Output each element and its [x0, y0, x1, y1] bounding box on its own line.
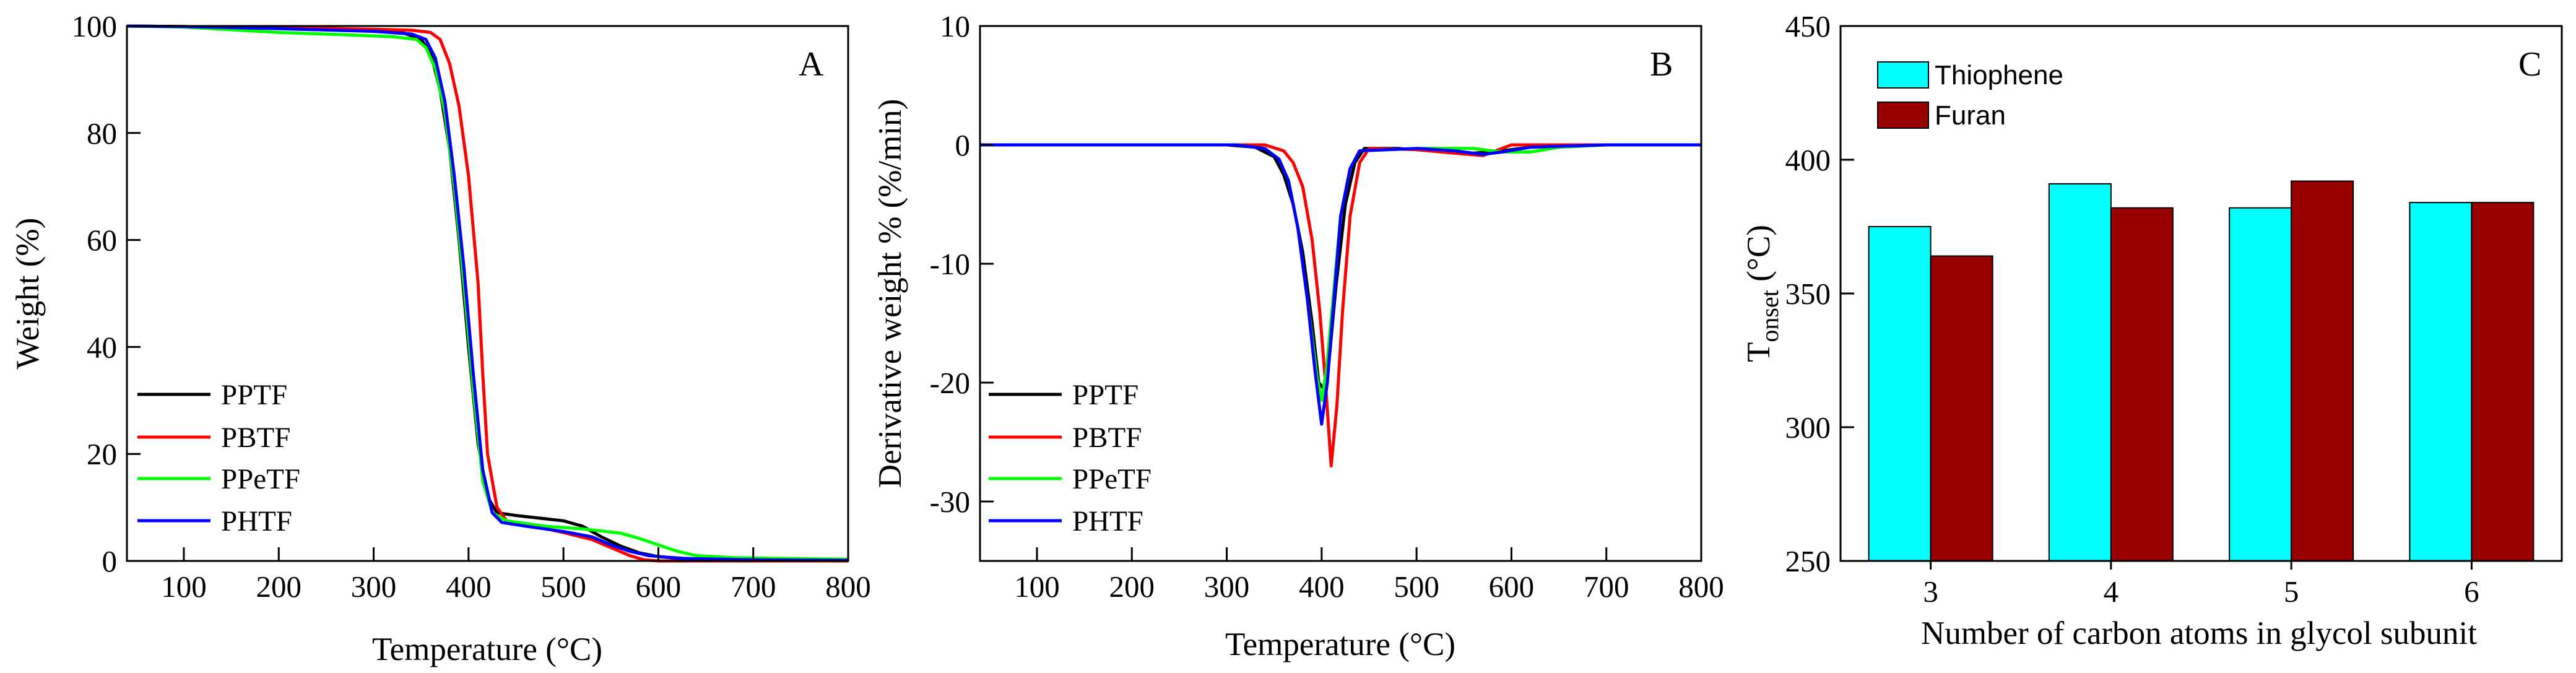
panel-b-label: B	[1650, 45, 1673, 84]
bar-thiophene-4	[2048, 183, 2112, 562]
x-tick-label: 600	[1489, 570, 1535, 604]
legend-label-pbtf: PBTF	[221, 422, 290, 454]
y-label-subscript: onset	[1756, 290, 1784, 342]
x-tick-label: 800	[1678, 570, 1724, 604]
panel-c-label: C	[2518, 45, 2541, 84]
panel-c-x-ticks: 3 4 5 6	[1923, 561, 2479, 609]
panel-a-y-ticks: 0 20 40 60 80 100	[72, 9, 141, 578]
panel-c-plot-frame	[1839, 25, 2563, 562]
series-line-pbtf	[126, 24, 848, 563]
panel-b-x-axis-label: Temperature (°C)	[1225, 627, 1455, 662]
x-tick-label: 100	[1014, 570, 1060, 604]
x-tick-label: 200	[1109, 570, 1155, 604]
legend-label-phtf: PHTF	[221, 505, 292, 537]
series-line-pbtf	[980, 143, 1701, 467]
panel-b-legend: PPTF PBTF PPeTF PHTF	[989, 379, 1151, 537]
x-tick-label: 6	[2464, 575, 2479, 609]
y-tick-label: 0	[955, 128, 971, 162]
y-tick-label: 80	[87, 116, 117, 150]
panel-a-y-axis-label: Weight (%)	[10, 218, 46, 369]
panel-c-legend: Thiophene Furan	[1877, 60, 2063, 131]
x-tick-label: 3	[1923, 575, 1938, 609]
legend-swatch-furan	[1877, 102, 1929, 129]
x-tick-label: 300	[1204, 570, 1250, 604]
x-tick-label: 700	[1584, 570, 1629, 604]
x-tick-label: 400	[446, 570, 492, 604]
x-tick-label: 4	[2104, 575, 2119, 609]
y-tick-label: 100	[72, 9, 118, 43]
panel-b-x-ticks: 100 200 300 400 500 600 700 800	[1014, 547, 1724, 604]
legend-label-ppetf: PPeTF	[1072, 463, 1151, 495]
panel-c-x-axis-label: Number of carbon atoms in glycol subunit	[1921, 615, 2477, 651]
y-label-main: T	[1741, 342, 1777, 362]
legend-label-pbtf: PBTF	[1072, 422, 1142, 454]
legend-label-phtf: PHTF	[1072, 505, 1143, 537]
panel-b-y-ticks: -30 -20 -10 0 10	[930, 9, 994, 519]
panel-b-plot-frame	[979, 25, 1702, 562]
series-line-ppetf	[126, 24, 849, 561]
bar-furan-4	[2110, 207, 2174, 562]
series-line-phtf	[126, 24, 849, 562]
y-tick-label: 20	[87, 437, 117, 471]
x-tick-label: 500	[1394, 570, 1439, 604]
bar-furan-3	[1930, 255, 1993, 562]
panel-a-label: A	[799, 45, 824, 84]
y-tick-label: 60	[87, 224, 117, 258]
panel-c-y-ticks: 250 300 350 400 450	[1785, 9, 1854, 578]
y-tick-label: 250	[1785, 544, 1831, 578]
bar-thiophene-3	[1868, 226, 1932, 562]
y-tick-label: 10	[940, 9, 970, 43]
x-tick-label: 800	[825, 570, 871, 604]
panel-c-bars	[1868, 180, 2535, 562]
y-tick-label: 450	[1785, 9, 1831, 43]
x-tick-label: 400	[1299, 570, 1345, 604]
panel-a-legend: PPTF PBTF PPeTF PHTF	[137, 379, 300, 537]
bar-thiophene-5	[2229, 207, 2292, 562]
legend-label-ppetf: PPeTF	[221, 463, 300, 495]
x-tick-label: 500	[540, 570, 586, 604]
y-tick-label: 0	[102, 544, 118, 578]
y-tick-label: -30	[930, 485, 970, 519]
legend-swatch-thiophene	[1877, 61, 1929, 89]
y-tick-label: -20	[930, 366, 970, 400]
panel-c-onset-bar-chart: 3 4 5 6 250 300 350 400 450 C Number of carbon …	[1741, 9, 2563, 651]
legend-label-thiophene: Thiophene	[1935, 60, 2063, 90]
legend-label-furan: Furan	[1935, 100, 2006, 131]
x-tick-label: 100	[161, 570, 207, 604]
x-tick-label: 5	[2284, 575, 2299, 609]
panel-b-series	[980, 143, 1701, 467]
panel-a-plot-frame	[126, 25, 849, 562]
panel-a-series	[126, 24, 849, 563]
series-line-phtf	[980, 143, 1701, 426]
y-tick-label: 300	[1785, 410, 1831, 445]
bar-furan-6	[2471, 202, 2535, 562]
panel-b-y-axis-label: Derivative weight % (%/min)	[872, 99, 908, 488]
y-tick-label: 40	[87, 330, 117, 364]
panel-a-x-axis-label: Temperature (°C)	[372, 632, 602, 667]
panel-c-y-axis-label: Tonset (°C)	[1741, 225, 1784, 362]
bar-furan-5	[2291, 180, 2354, 562]
x-tick-label: 700	[731, 570, 776, 604]
y-tick-label: 350	[1785, 277, 1831, 311]
x-tick-label: 200	[256, 570, 302, 604]
x-tick-label: 600	[636, 570, 682, 604]
y-label-unit: (°C)	[1741, 225, 1777, 290]
y-tick-label: 400	[1785, 143, 1831, 177]
legend-label-pptf: PPTF	[1072, 379, 1138, 411]
y-tick-label: -10	[930, 247, 970, 281]
x-tick-label: 300	[351, 570, 397, 604]
panel-a-x-ticks: 100 200 300 400 500 600 700 800	[161, 547, 871, 604]
bar-thiophene-6	[2409, 202, 2473, 562]
legend-label-pptf: PPTF	[221, 379, 287, 411]
